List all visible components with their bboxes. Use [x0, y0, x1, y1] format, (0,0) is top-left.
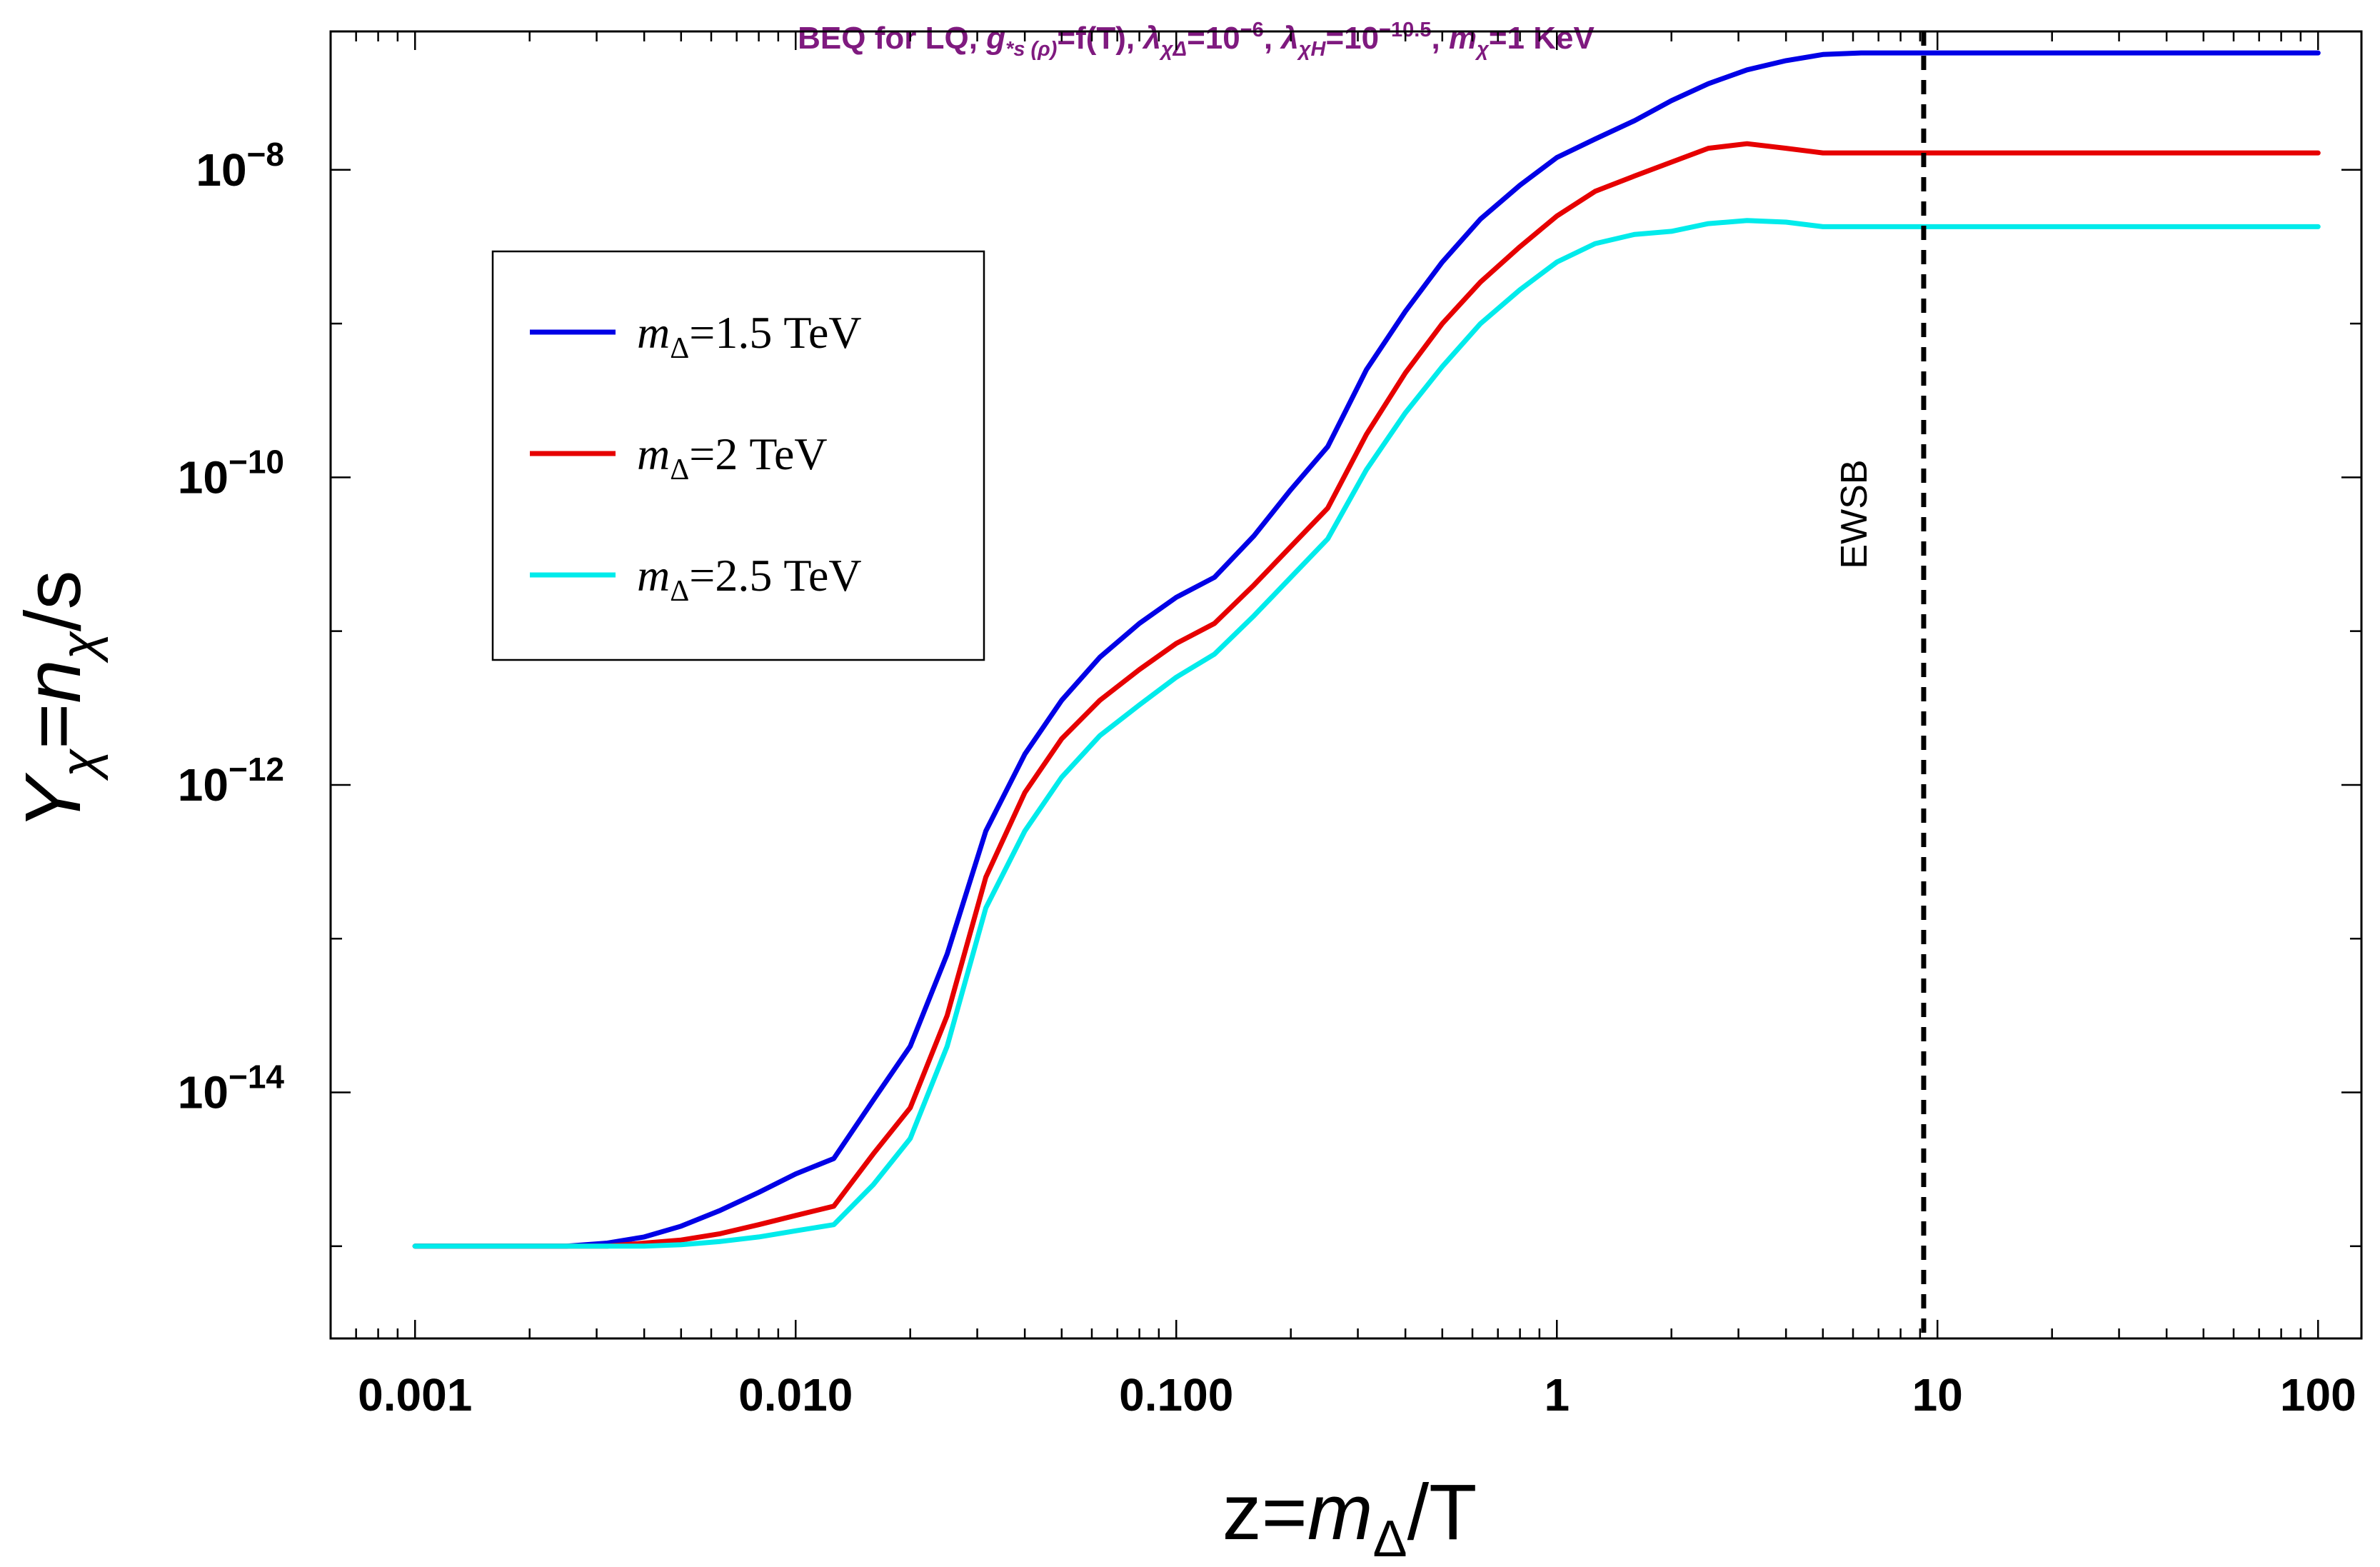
text-part: χ: [51, 748, 109, 781]
text-part: λ: [1142, 21, 1160, 56]
legend-label-3: mΔ=2.5 TeV: [637, 550, 862, 608]
legend-label-1: mΔ=1.5 TeV: [637, 307, 862, 365]
text-part: =2.5 TeV: [689, 550, 861, 601]
legend-box: [491, 250, 985, 661]
y-tick-base: 10: [196, 144, 246, 196]
text-part: z=: [1222, 1468, 1307, 1556]
ewsb-label: EWSB: [1834, 459, 1875, 569]
x-axis-label: z=mΔ/T: [1222, 1468, 1477, 1567]
series-line-1: [412, 50, 2321, 1249]
x-tick-label: 0.001: [358, 1369, 472, 1421]
y-tick-label: 10−14: [178, 1058, 285, 1118]
text-part: Δ: [1373, 1511, 1407, 1567]
y-tick-label: 10−10: [178, 443, 284, 503]
x-tick-label: 100: [2280, 1369, 2356, 1421]
text-part: ,: [1264, 21, 1281, 56]
text-part: BEQ for LQ,: [798, 21, 986, 56]
text-part: χ: [1475, 38, 1490, 61]
chart-title: BEQ for LQ, g*s (ρ)=f(T), λχΔ=10−6, λχH=…: [798, 19, 1595, 61]
text-part: =1.5 TeV: [689, 307, 861, 358]
x-tick-label: 0.100: [1119, 1369, 1233, 1421]
text-part: =1 KeV: [1489, 21, 1595, 56]
text-part: =f(T),: [1057, 21, 1143, 56]
y-tick-exponent: −12: [229, 751, 284, 788]
y-tick-exponent: −14: [229, 1058, 284, 1096]
series-line-2: [412, 141, 2321, 1249]
legend-label-2: mΔ=2 TeV: [637, 429, 828, 486]
text-part: =: [9, 704, 97, 749]
text-part: =10: [1187, 21, 1240, 56]
text-part: ,: [1432, 21, 1449, 56]
text-part: m: [637, 429, 670, 479]
annotations: EWSB: [1834, 31, 1927, 1338]
text-part: Y: [9, 773, 97, 830]
x-tick-label: 10: [1912, 1369, 1963, 1421]
y-tick-label: 10−12: [178, 751, 284, 811]
text-part: m: [1307, 1468, 1373, 1556]
plot-frame: [329, 30, 2363, 1340]
y-tick-base: 10: [178, 451, 229, 503]
text-part: χΔ: [1159, 38, 1187, 61]
y-tick-exponent: −10: [229, 443, 284, 480]
text-part: λ: [1280, 21, 1298, 56]
y-tick-label: 10−8: [196, 136, 284, 196]
text-part: Δ: [670, 332, 689, 365]
text-part: m: [637, 550, 670, 601]
y-tick-base: 10: [178, 759, 229, 811]
text-part: Δ: [670, 575, 689, 608]
x-tick-label: 1: [1544, 1369, 1570, 1421]
text-part: =2 TeV: [689, 429, 827, 479]
y-tick-base: 10: [178, 1067, 229, 1118]
text-part: /T: [1407, 1468, 1477, 1556]
text-part: =10: [1325, 21, 1379, 56]
x-tick-label: 0.010: [738, 1369, 853, 1421]
series-lines: [412, 50, 2321, 1249]
series-line-3: [412, 218, 2321, 1249]
text-part: g: [985, 21, 1005, 56]
text-part: m: [637, 307, 670, 358]
y-tick-exponent: −8: [247, 136, 284, 173]
text-part: /s: [9, 571, 97, 632]
text-part: χ: [51, 630, 109, 664]
text-part: *s (ρ): [1005, 38, 1057, 61]
text-part: χH: [1297, 38, 1327, 61]
text-part: −6: [1240, 19, 1264, 41]
text-part: Δ: [670, 454, 689, 486]
text-part: n: [9, 659, 97, 703]
y-axis-label: Yχ=nχ/s: [9, 571, 109, 830]
